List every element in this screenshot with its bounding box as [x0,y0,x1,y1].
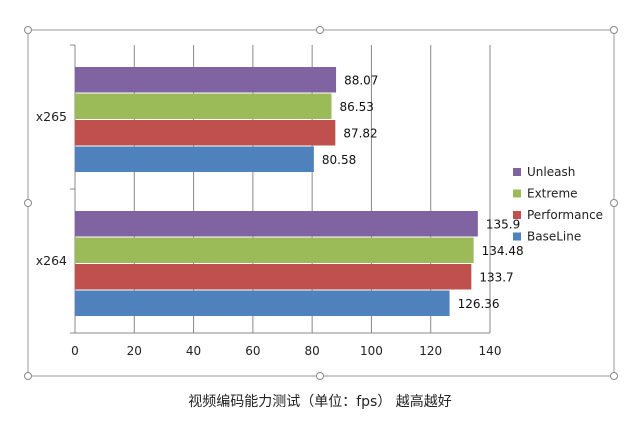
legend-label: Unleash [527,165,575,179]
legend-swatch [513,189,521,198]
legend-label: Performance [527,208,603,222]
x-tick-labels: 0 20 40 60 80 100 120 140 [71,344,501,358]
bars [75,67,478,316]
legend-swatch [513,232,521,241]
bar-performance-x264 [75,264,472,290]
resize-handle[interactable] [24,26,32,34]
category-label: x265 [36,109,67,124]
bar-unleash-x264 [75,211,478,237]
bar-baseline-x265 [75,146,314,172]
data-label: 134.48 [482,244,524,258]
bar-extreme-x264 [75,237,474,263]
data-label: 87.82 [343,126,377,140]
x-tick-label: 140 [479,344,502,358]
legend-label: BaseLine [527,230,581,244]
resize-handle[interactable] [24,199,32,207]
bar-extreme-x265 [75,93,332,119]
resize-handle[interactable] [610,372,618,380]
legend-label: Extreme [527,187,578,201]
x-tick-label: 80 [305,344,320,358]
resize-handles[interactable] [24,26,618,380]
data-label: 80.58 [322,153,356,167]
x-tick-label: 100 [360,344,383,358]
data-label: 86.53 [339,100,373,114]
bar-performance-x265 [75,120,336,146]
legend-swatch [513,211,521,219]
x-tick-label: 120 [419,344,442,358]
x-tick-label: 60 [245,344,260,358]
chart-caption: 视频编码能力测试（单位：fps） 越高越好 [188,393,452,410]
data-labels: 88.07 86.53 87.82 80.58 135.9 134.48 133.7 126.… [322,73,524,311]
resize-handle[interactable] [316,372,324,380]
category-labels: x265 x264 [36,109,67,268]
bar-unleash-x265 [75,67,337,93]
bar-baseline-x264 [75,290,450,316]
legend: Unleash Extreme Performance BaseLine [513,165,603,244]
x-tick-label: 40 [186,344,201,358]
resize-handle[interactable] [610,26,618,34]
resize-handle[interactable] [316,26,324,34]
legend-swatch [513,168,521,176]
data-label: 88.07 [344,73,378,87]
data-label: 133.7 [479,270,513,284]
data-label: 126.36 [458,297,500,311]
category-label: x264 [36,253,67,268]
resize-handle[interactable] [24,372,32,380]
data-label: 135.9 [486,217,520,231]
x-tick-label: 20 [127,344,142,358]
resize-handle[interactable] [610,199,618,207]
x-tick-label: 0 [71,344,79,358]
